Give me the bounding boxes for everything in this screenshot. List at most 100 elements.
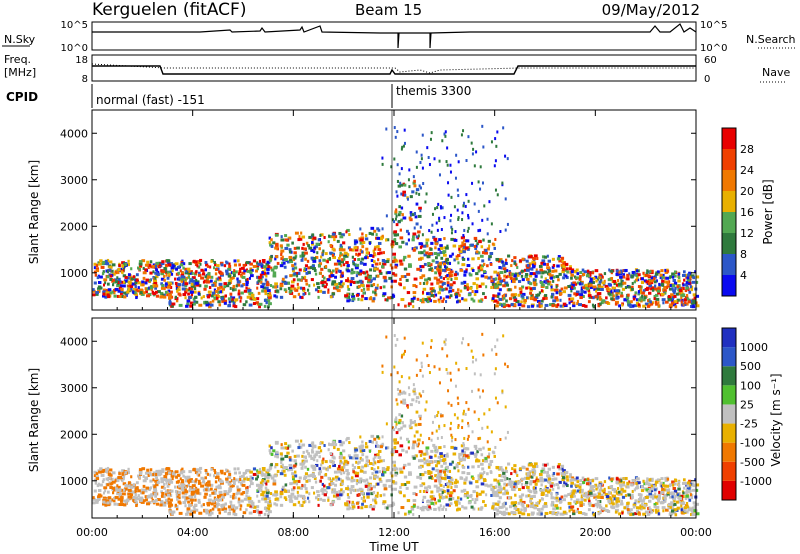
power-cell bbox=[647, 274, 651, 278]
power-cell bbox=[393, 279, 397, 283]
power-cell bbox=[449, 163, 452, 167]
velocity-cell bbox=[403, 463, 407, 467]
velocity-cell bbox=[288, 458, 292, 462]
power-cell bbox=[438, 173, 441, 177]
power-cell bbox=[589, 271, 592, 275]
power-cell bbox=[605, 296, 608, 300]
power-cell bbox=[420, 244, 424, 248]
power-cell bbox=[450, 225, 453, 229]
power-cell bbox=[215, 277, 218, 281]
velocity-cell bbox=[664, 478, 669, 482]
power-cell bbox=[503, 274, 506, 278]
velocity-cell bbox=[503, 478, 507, 482]
power-cell bbox=[592, 296, 595, 300]
power-cell bbox=[449, 219, 452, 223]
power-cell bbox=[236, 277, 239, 281]
power-cell bbox=[692, 276, 696, 280]
velocity-cell bbox=[414, 423, 418, 427]
power-cell bbox=[434, 271, 438, 275]
velocity-cell bbox=[378, 477, 382, 481]
velocity-cell bbox=[506, 482, 511, 486]
power-cell bbox=[480, 268, 484, 272]
date-title: 09/May/2012 bbox=[602, 1, 700, 19]
velocity-cell bbox=[238, 471, 241, 475]
velocity-cell bbox=[363, 470, 367, 474]
power-cell bbox=[525, 286, 528, 290]
velocity-cell bbox=[484, 503, 487, 507]
velocity-cell bbox=[142, 484, 146, 488]
velocity-cell bbox=[415, 410, 419, 414]
velocity-cell bbox=[649, 489, 654, 493]
power-cell bbox=[284, 258, 288, 262]
velocity-cell bbox=[545, 493, 549, 497]
power-cell bbox=[535, 293, 539, 297]
power-cell bbox=[504, 261, 507, 265]
power-cell bbox=[322, 258, 326, 262]
power-cell bbox=[419, 161, 422, 165]
velocity-cell bbox=[167, 497, 171, 501]
power-cell bbox=[262, 265, 267, 269]
power-cell bbox=[356, 271, 359, 275]
velocity-cell bbox=[352, 478, 356, 482]
power-cell bbox=[403, 193, 407, 197]
power-cell bbox=[263, 298, 268, 302]
power-cell bbox=[160, 282, 163, 286]
velocity-cell bbox=[160, 494, 164, 498]
power-cell bbox=[412, 232, 417, 236]
velocity-cell bbox=[407, 462, 411, 466]
power-cell bbox=[281, 261, 284, 265]
velocity-cell bbox=[338, 493, 343, 497]
velocity-cell bbox=[446, 491, 450, 495]
velocity-cell bbox=[166, 467, 171, 471]
power-cell bbox=[446, 261, 451, 265]
power-cell bbox=[425, 192, 428, 196]
power-cell bbox=[526, 296, 529, 300]
power-cell bbox=[567, 285, 572, 289]
velocity-cell bbox=[285, 489, 290, 493]
power-cell bbox=[382, 251, 385, 255]
velocity-cell bbox=[634, 486, 638, 490]
velocity-cell bbox=[144, 495, 148, 499]
power-cell bbox=[493, 246, 496, 250]
power-cell bbox=[322, 284, 325, 288]
velocity-cell bbox=[494, 445, 497, 449]
velocity-cell bbox=[374, 461, 377, 465]
power-cell bbox=[332, 280, 337, 284]
power-cell bbox=[189, 279, 192, 283]
velocity-cell bbox=[385, 446, 390, 450]
power-cell bbox=[446, 277, 450, 281]
velocity-cell bbox=[220, 471, 224, 475]
power-cell bbox=[296, 246, 300, 250]
velocity-cell bbox=[261, 483, 264, 487]
power-cell bbox=[318, 262, 323, 266]
power-cell bbox=[232, 271, 236, 275]
power-cell bbox=[694, 270, 697, 274]
velocity-cell bbox=[230, 507, 234, 511]
velocity-cell bbox=[262, 480, 266, 484]
power-cell bbox=[483, 204, 486, 208]
power-cell bbox=[265, 286, 269, 290]
velocity-cell bbox=[656, 478, 660, 482]
velocity-cell bbox=[235, 492, 238, 496]
velocity-cell bbox=[239, 478, 242, 482]
power-cell bbox=[342, 257, 346, 261]
power-cell bbox=[461, 263, 466, 267]
power-cell bbox=[108, 268, 112, 272]
velocity-cell bbox=[374, 453, 377, 457]
velocity-cell bbox=[695, 502, 700, 506]
power-cell bbox=[296, 282, 299, 286]
velocity-cell bbox=[682, 510, 685, 514]
velocity-cell bbox=[357, 466, 361, 470]
velocity-cell bbox=[570, 484, 573, 488]
power-cell bbox=[420, 153, 423, 157]
power-cell bbox=[174, 295, 178, 299]
velocity-cell bbox=[521, 504, 525, 508]
power-cell bbox=[297, 292, 301, 296]
power-cell bbox=[495, 144, 498, 148]
velocity-cell bbox=[213, 474, 216, 478]
velocity-cell bbox=[134, 493, 137, 497]
power-cell bbox=[551, 257, 555, 261]
power-cell bbox=[304, 267, 308, 271]
power-cell bbox=[134, 285, 137, 289]
power-cell bbox=[462, 243, 467, 247]
